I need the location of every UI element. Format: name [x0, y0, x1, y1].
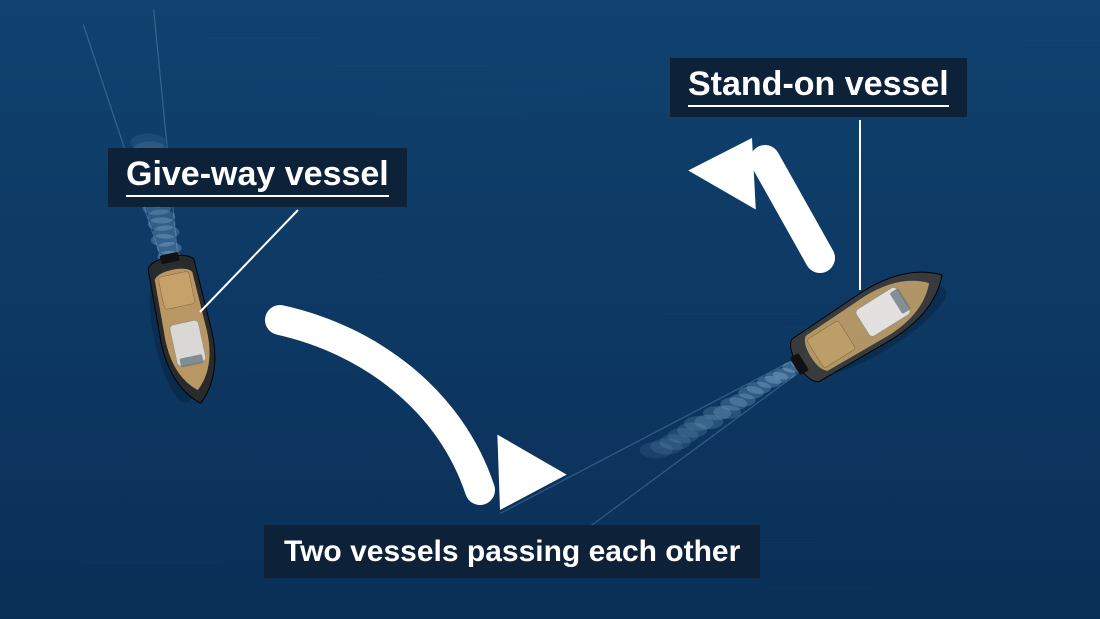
- caption-label-text: Two vessels passing each other: [284, 535, 740, 568]
- give-way-label: Give-way vessel: [108, 148, 407, 207]
- stand-on-label-underline: [688, 105, 949, 107]
- give-way-boat: [137, 248, 226, 410]
- give-way-label-text: Give-way vessel: [126, 155, 389, 193]
- give-way-label-underline: [126, 195, 389, 197]
- stand-on-label-text: Stand-on vessel: [688, 65, 949, 103]
- caption-label: Two vessels passing each other: [264, 525, 760, 578]
- stand-on-boat: [780, 251, 960, 395]
- stand-on-label: Stand-on vessel: [670, 58, 967, 117]
